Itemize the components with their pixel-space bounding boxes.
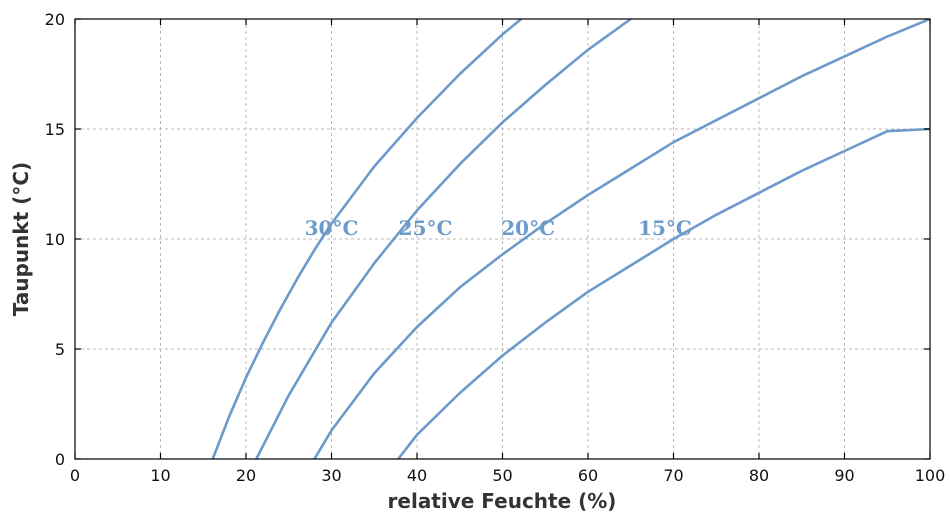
series-label: 25°C [399, 216, 453, 240]
x-tick-label: 50 [492, 466, 512, 485]
x-tick-label: 20 [236, 466, 256, 485]
series-label: 20°C [501, 216, 555, 240]
series-lines [211, 19, 930, 459]
axis-ticks: 0 10 20 30 40 50 60 70 80 90 100 0 5 10 15 20 [45, 10, 946, 485]
y-tick-label: 0 [55, 450, 65, 469]
x-tick-label: 10 [150, 466, 170, 485]
x-tick-label: 40 [407, 466, 427, 485]
x-tick-label: 90 [834, 466, 854, 485]
series-line-0 [211, 19, 524, 459]
x-tick-label: 80 [749, 466, 769, 485]
x-axis-title: relative Feuchte (%) [388, 489, 617, 513]
x-tick-label: 0 [70, 466, 80, 485]
series-labels: 30°C 25°C 20°C 15°C [305, 216, 692, 240]
y-tick-label: 20 [45, 10, 65, 29]
x-tick-label: 100 [915, 466, 946, 485]
series-line-2 [313, 19, 930, 459]
series-line-3 [396, 127, 930, 459]
series-line-1 [254, 19, 634, 459]
y-axis-title: Taupunkt (°C) [9, 162, 33, 316]
x-tick-label: 60 [578, 466, 598, 485]
y-tick-label: 15 [45, 120, 65, 139]
y-tick-label: 10 [45, 230, 65, 249]
series-label: 30°C [305, 216, 359, 240]
x-tick-label: 30 [321, 466, 341, 485]
series-label: 15°C [638, 216, 692, 240]
x-tick-label: 70 [663, 466, 683, 485]
grid-lines [75, 19, 930, 459]
y-tick-label: 5 [55, 340, 65, 359]
